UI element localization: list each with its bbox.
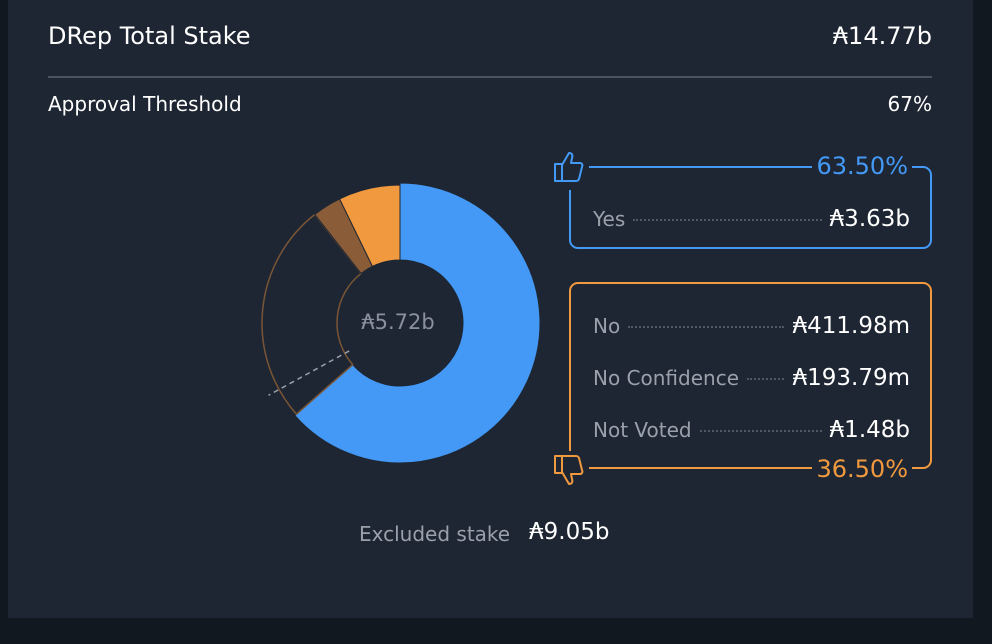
- thumbs-up-icon: [551, 148, 589, 190]
- legend-value: ₳411.98m: [792, 313, 910, 339]
- donut-total: ₳5.72b: [361, 310, 434, 334]
- legend-value: ₳1.48b: [829, 417, 910, 443]
- donut-segment: [338, 184, 401, 268]
- leader-dots: [747, 378, 785, 380]
- no-box: 36.50% No ₳411.98m No Confidence ₳193.79m No…: [551, 282, 932, 493]
- threshold-value: 67%: [887, 92, 932, 116]
- total-stake: ₳14.77b: [832, 22, 932, 50]
- legend-row: Yes ₳3.63b: [593, 206, 910, 232]
- excluded-label: Excluded stake: [359, 522, 511, 546]
- legend-value: ₳193.79m: [792, 365, 910, 391]
- legend-row: No Confidence ₳193.79m: [593, 365, 910, 391]
- card: DRep Total Stake ₳14.77b Approval Thresh…: [8, 0, 973, 618]
- threshold-line: [268, 350, 350, 396]
- legend-label: No Confidence: [593, 366, 740, 390]
- leader-dots: [633, 219, 822, 221]
- legend-label: Not Voted: [593, 418, 692, 442]
- thumbs-down-icon: [551, 451, 589, 493]
- yes-percent: 63.50%: [812, 152, 912, 180]
- legend-row: No ₳411.98m: [593, 313, 910, 339]
- donut-segment: [261, 213, 363, 416]
- donut-chart: ₳5.72b: [261, 182, 541, 464]
- no-percent: 36.50%: [812, 455, 912, 483]
- divider: [48, 76, 932, 78]
- threshold-title: Approval Threshold: [48, 92, 242, 116]
- legend-label: No: [593, 314, 621, 338]
- leader-dots: [628, 326, 785, 328]
- excluded-value: ₳9.05b: [529, 519, 610, 545]
- donut-segment: [294, 182, 541, 464]
- legend-label: Yes: [593, 207, 626, 231]
- title: DRep Total Stake: [48, 22, 251, 50]
- leader-dots: [699, 430, 822, 432]
- legend-value: ₳3.63b: [829, 206, 910, 232]
- legend-row: Not Voted ₳1.48b: [593, 417, 910, 443]
- yes-box: 63.50% Yes ₳3.63b: [551, 148, 932, 249]
